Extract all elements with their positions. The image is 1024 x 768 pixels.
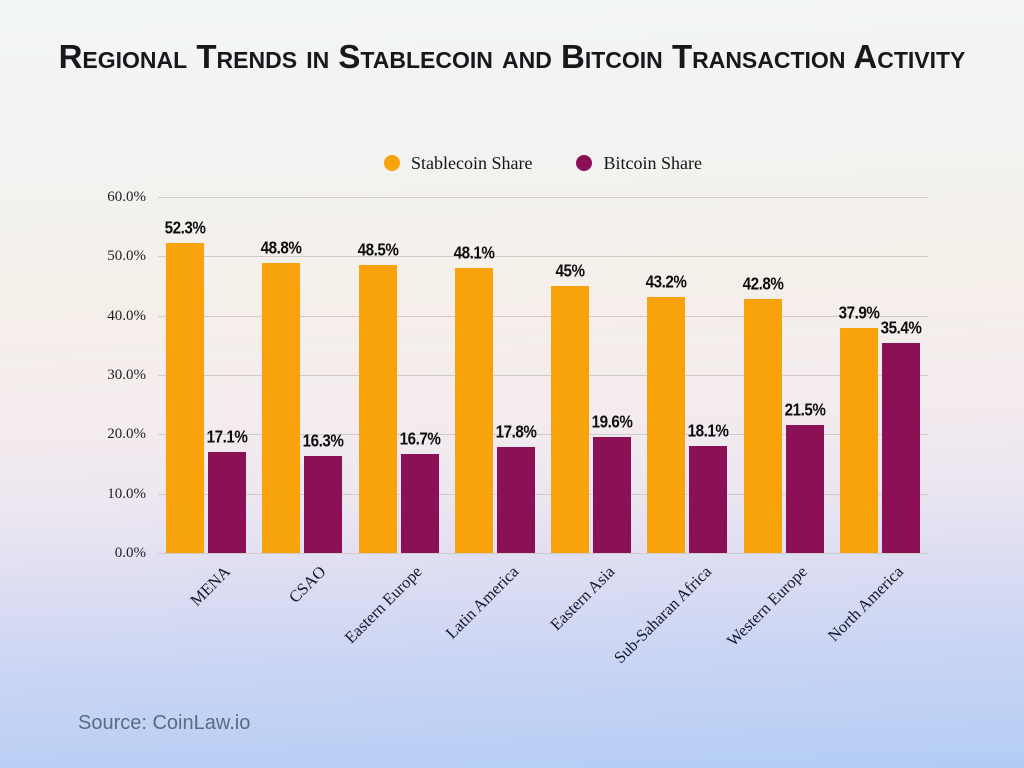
stablecoin-legend-dot-icon	[384, 155, 401, 171]
bar-value-label: 48.1%	[453, 243, 495, 263]
bitcoin-bar-north-america	[881, 343, 920, 553]
bar-value-label: 43.2%	[645, 272, 687, 292]
legend-item-bitcoin: Bitcoin Share	[576, 152, 702, 174]
bar-value-label: 42.8%	[742, 274, 783, 294]
bar-value-label: 16.3%	[302, 431, 344, 451]
bitcoin-bar-sub-saharan-africa	[689, 446, 728, 553]
gridline	[158, 553, 928, 554]
x-axis-tick-label: MENA	[185, 562, 234, 610]
bitcoin-legend-dot-icon	[576, 155, 593, 171]
bar-value-label: 35.4%	[880, 318, 922, 338]
y-axis-tick-label: 10.0%	[107, 485, 146, 502]
source-note: Source: CoinLaw.io	[78, 712, 251, 734]
bar-value-label: 18.1%	[687, 421, 729, 441]
bitcoin-bar-western-europe	[785, 425, 824, 553]
bar-value-label: 48.5%	[357, 240, 398, 260]
stablecoin-bar-sub-saharan-africa	[647, 297, 686, 553]
bitcoin-bar-eastern-europe	[400, 454, 439, 553]
stablecoin-bar-eastern-asia	[551, 286, 590, 553]
legend-label-stablecoin: Stablecoin Share	[411, 152, 533, 173]
bar-value-label: 17.8%	[495, 422, 537, 442]
y-axis-tick-label: 0.0%	[114, 545, 146, 561]
bar-value-label: 37.9%	[838, 303, 880, 323]
bitcoin-bar-latin-america	[496, 447, 535, 553]
x-axis-tick-label: Western Europe	[723, 562, 812, 650]
gridline	[158, 197, 928, 198]
gridline	[158, 434, 928, 436]
x-axis-tick-label: Latin America	[441, 562, 523, 643]
stablecoin-bar-csao	[262, 263, 301, 553]
bar-value-label: 17.1%	[206, 427, 248, 447]
gridline	[158, 256, 928, 258]
gridline	[158, 315, 928, 317]
chart-title: Regional Trends in Stablecoin and Bitcoi…	[58, 38, 966, 75]
stablecoin-bar-mena	[166, 243, 205, 553]
bar-value-label: 48.8%	[260, 238, 302, 258]
x-axis-tick-label: Eastern Asia	[546, 562, 619, 635]
bar-value-label: 21.5%	[784, 400, 825, 420]
y-axis-tick-label: 40.0%	[107, 307, 146, 324]
gridline	[158, 493, 928, 495]
stablecoin-bar-western-europe	[743, 299, 782, 553]
y-axis-tick-label: 20.0%	[107, 426, 146, 443]
x-axis-tick-label: North America	[824, 562, 908, 646]
plot-area	[158, 197, 928, 554]
bitcoin-bar-csao	[304, 456, 343, 553]
chart-legend: Stablecoin Share Bitcoin Share	[158, 150, 928, 176]
y-axis-tick-label: 50.0%	[107, 248, 146, 265]
legend-label-bitcoin: Bitcoin Share	[603, 152, 702, 173]
stablecoin-bar-north-america	[839, 328, 878, 553]
x-axis-tick-label: CSAO	[285, 562, 330, 607]
bitcoin-bar-mena	[208, 452, 247, 553]
gridline	[158, 375, 928, 376]
bar-value-label: 45%	[555, 261, 585, 281]
x-axis-tick-label: Eastern Europe	[341, 562, 427, 648]
bar-value-label: 16.7%	[399, 429, 440, 449]
stablecoin-bar-latin-america	[454, 268, 493, 553]
bitcoin-bar-eastern-asia	[593, 437, 632, 553]
bar-value-label: 52.3%	[164, 218, 206, 238]
y-axis-tick-label: 60.0%	[107, 189, 146, 205]
y-axis-tick-label: 30.0%	[107, 367, 146, 383]
stablecoin-bar-eastern-europe	[358, 265, 397, 553]
bar-value-label: 19.6%	[591, 412, 633, 432]
x-axis-tick-label: Sub-Saharan Africa	[609, 562, 715, 668]
legend-item-stablecoin: Stablecoin Share	[384, 153, 532, 174]
